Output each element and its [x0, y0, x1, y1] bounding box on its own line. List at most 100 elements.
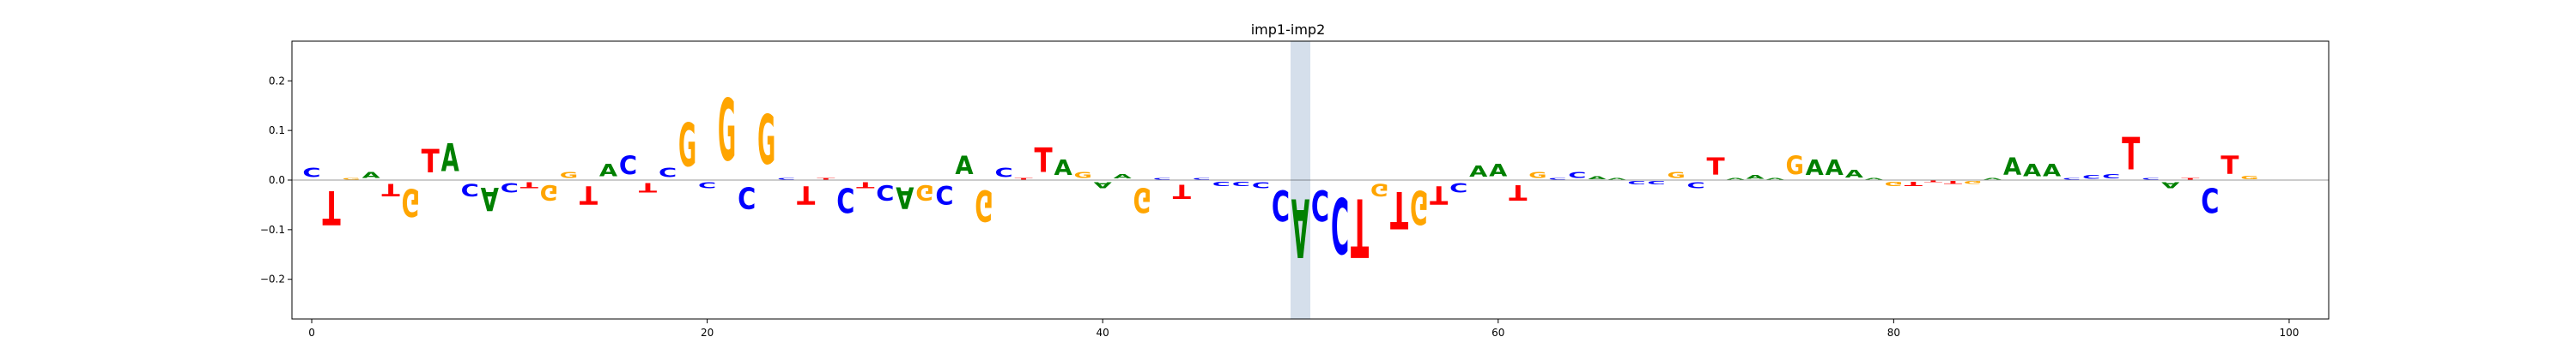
logo-letter-a: A	[1747, 174, 1765, 180]
logo-letter-a: A	[362, 170, 380, 180]
logo-letter-a: A	[1054, 156, 1073, 180]
logo-letter-g: G	[678, 112, 696, 181]
logo-letter-t: T	[520, 180, 539, 190]
logo-letter-c: C	[1686, 180, 1704, 190]
x-tick-label: 100	[2279, 327, 2299, 339]
logo-letter-g: G	[1885, 180, 1903, 188]
logo-letter-t: T	[1944, 180, 1962, 184]
x-tick-label: 60	[1492, 327, 1504, 339]
logo-letter-a: A	[481, 180, 500, 217]
logo-letter-t: T	[1905, 180, 1923, 188]
logo-letter-g: G	[975, 179, 993, 229]
logo-letter-a: A	[441, 135, 459, 180]
logo-letter-g: G	[540, 180, 558, 204]
logo-letter-a: A	[2023, 160, 2042, 180]
logo-letter-c: C	[1647, 180, 1665, 185]
logo-letter-c: C	[1311, 180, 1329, 231]
logo-letter-t: T	[1430, 179, 1448, 208]
logo-letter-c: C	[501, 180, 519, 195]
logo-letter-g: G	[1410, 179, 1428, 234]
logo-letter-a: A	[1291, 179, 1309, 273]
logo-letter-c: C	[698, 180, 716, 190]
logo-letter-c: C	[836, 179, 854, 219]
logo-letter-a: A	[1094, 180, 1112, 190]
logo-letter-c: C	[1232, 180, 1250, 188]
x-tick-label: 0	[308, 327, 315, 339]
logo-letter-t: T	[1707, 153, 1725, 180]
logo-letter-a: A	[2043, 160, 2062, 180]
y-axis-ticks: −0.2 −0.1 0.0 0.1 0.2	[260, 75, 292, 286]
logo-letter-c: C	[2063, 178, 2081, 180]
logo-letter-c: C	[1193, 178, 1211, 180]
logo-letter-c: C	[935, 180, 953, 209]
logo-letter-c: C	[1568, 171, 1586, 180]
logo-letter-c: C	[1331, 180, 1349, 269]
logo-letter-t: T	[2181, 178, 2199, 180]
logo-letter-a: A	[955, 151, 973, 180]
logo-letter-c: C	[738, 180, 756, 215]
logo-letter-g: G	[1964, 180, 1982, 184]
logo-letter-g: G	[1074, 171, 1092, 181]
logo-letter-c: C	[302, 166, 320, 181]
logo-letter-t: T	[322, 180, 340, 234]
logo-letter-g: G	[1528, 171, 1546, 181]
logo-letter-c: C	[777, 178, 795, 180]
logo-letter-c: C	[659, 166, 677, 181]
x-tick-label: 40	[1097, 327, 1109, 339]
logo-letter-t: T	[1509, 180, 1527, 205]
logo-letter-a: A	[1984, 178, 2002, 180]
x-tick-label: 20	[701, 327, 714, 339]
logo-letter-t: T	[817, 178, 835, 180]
logo-letter-t: T	[1390, 179, 1409, 238]
logo-letter-a: A	[1826, 156, 1844, 180]
logo-letter-c: C	[1153, 178, 1171, 180]
logo-letter-a: A	[1865, 178, 1883, 180]
logo-letter-a: A	[1845, 168, 1864, 181]
logo-letter-t: T	[382, 179, 400, 199]
logo-letter-g: G	[1786, 150, 1804, 180]
logo-letter-c: C	[994, 166, 1012, 181]
logo-letter-c: C	[2142, 178, 2160, 180]
logo-letter-g: G	[718, 82, 736, 181]
x-axis-ticks: 0 20 40 60 80 100	[308, 319, 2299, 339]
logo-letter-g: G	[2240, 176, 2258, 181]
logo-letter-g: G	[1370, 180, 1388, 199]
logo-letter-t: T	[1173, 180, 1192, 202]
logo-letter-a: A	[1489, 160, 1508, 180]
logo-letter-c: C	[1212, 180, 1230, 188]
logo-letter-g: G	[1667, 171, 1685, 181]
logo-letter-a: A	[896, 179, 914, 214]
logo-letter-c: C	[876, 179, 894, 204]
logo-letter-g: G	[560, 171, 578, 181]
logo-letter-t: T	[639, 180, 658, 196]
chart-title: imp1-imp2	[1251, 21, 1326, 38]
logo-letter-c: C	[619, 151, 637, 180]
logo-letter-c: C	[461, 180, 479, 200]
logo-letter-g: G	[1133, 180, 1151, 220]
logo-letter-c: C	[1449, 180, 1467, 195]
y-tick-label: 0.0	[269, 174, 285, 186]
logo-letter-c: C	[1252, 180, 1270, 190]
y-tick-label: −0.1	[260, 224, 285, 236]
logo-letter-t: T	[1014, 178, 1032, 180]
logo-letter-t: T	[797, 179, 815, 208]
logo-letter-c: C	[1548, 178, 1566, 180]
logo-letter-c: C	[1627, 180, 1645, 185]
logo-letter-g: G	[915, 180, 933, 204]
logo-letter-a: A	[2003, 154, 2021, 181]
logo-letter-a: A	[1588, 176, 1607, 180]
logo-letter-a: A	[1727, 178, 1745, 180]
logo-letter-t: T	[856, 180, 875, 190]
x-tick-label: 80	[1887, 327, 1900, 339]
logo-letter-t: T	[1924, 180, 1942, 183]
logo-letter-c: C	[2201, 179, 2219, 219]
logo-letter-t: T	[422, 143, 440, 180]
logo-letter-t: T	[2122, 129, 2140, 181]
logo-letter-t: T	[2221, 152, 2239, 181]
logo-letter-g: G	[402, 180, 420, 226]
logo-letter-c: C	[1272, 180, 1290, 231]
logo-letter-t: T	[580, 179, 598, 208]
